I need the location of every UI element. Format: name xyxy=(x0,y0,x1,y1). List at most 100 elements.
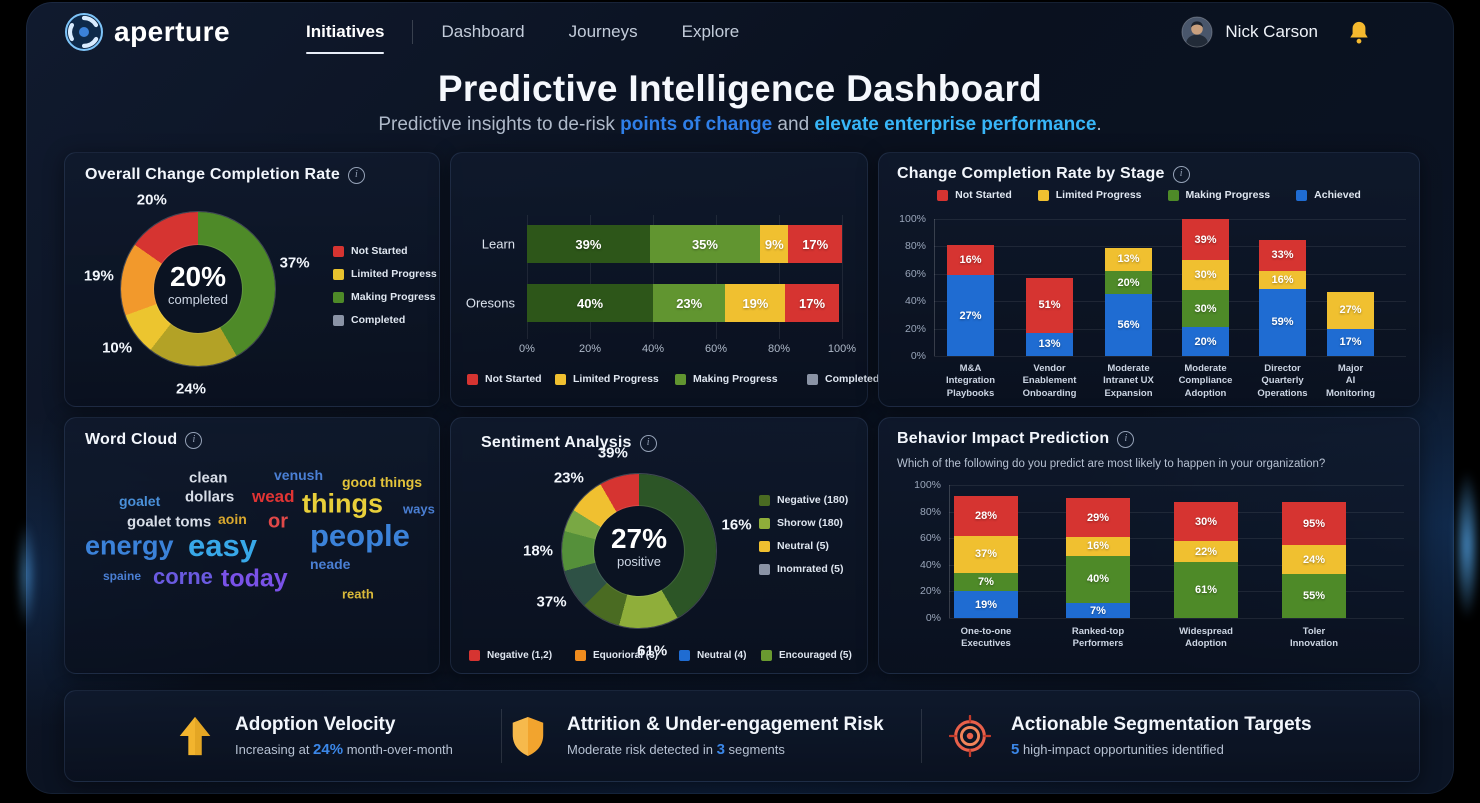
info-icon[interactable] xyxy=(639,434,657,452)
category-line: Quarterly xyxy=(1261,375,1304,387)
legend-label: Negative (1,2) xyxy=(487,650,553,661)
panel-title: Behavior Impact Prediction xyxy=(897,430,1110,447)
bar-segment: 20% xyxy=(1105,271,1152,295)
brand[interactable]: aperture xyxy=(64,12,230,52)
nav-links: Initiatives Dashboard Journeys Explore xyxy=(284,14,761,54)
legend-swatch xyxy=(333,268,344,280)
bar-segment: 95% xyxy=(1282,502,1346,545)
legend-swatch xyxy=(1296,189,1308,201)
kpi-subtext-segment: segments xyxy=(724,742,785,757)
category-label: Ranked-top Performers xyxy=(1072,626,1124,651)
nav-item-explore[interactable]: Explore xyxy=(682,14,740,50)
kpi-highlight-value: 5 xyxy=(1011,741,1020,758)
stacked-bar: 39% 35% 9% 17% xyxy=(527,225,842,263)
user-name: Nick Carson xyxy=(1225,22,1318,41)
kpi-highlight-value: 24% xyxy=(313,741,344,758)
stacked-bar: 29% 16% 40% 7% xyxy=(1066,485,1130,618)
legend-item: Completed xyxy=(333,314,437,326)
category-line: Toler xyxy=(1302,626,1326,637)
y-axis-label: 20% xyxy=(904,322,926,335)
legend-swatch xyxy=(761,650,772,661)
legend-item: Neutral (4) xyxy=(679,650,746,661)
legend-label: Limited Progress xyxy=(1055,189,1142,201)
bar-segment: 27% xyxy=(947,275,994,356)
panel-word-cloud: Word Cloud clean venush good things goalet d… xyxy=(64,417,440,674)
word-cloud-word: dollars xyxy=(185,488,235,506)
category-label: M&A Integration Playbooks xyxy=(946,363,995,400)
bar-segment: 17% xyxy=(788,225,842,263)
info-icon[interactable] xyxy=(347,166,365,184)
stacked-bar: 16% 27% xyxy=(947,219,994,356)
bar-segment: 40% xyxy=(527,284,653,322)
panel-initiatives-bars: 0% 20% 40% 60% 80% 100% Learn 39% 35% 9% 17% Oreson… xyxy=(450,152,879,407)
legend-label: Making Progress xyxy=(351,291,436,303)
shield-icon xyxy=(512,717,544,756)
nav-item-journeys[interactable]: Journeys xyxy=(569,14,638,50)
bar-segment: 29% xyxy=(1066,498,1130,537)
bell-icon[interactable] xyxy=(1348,20,1370,44)
legend-label: Equorioral (3) xyxy=(593,650,659,661)
legend-label: Making Progress xyxy=(1185,189,1271,201)
legend-item: Making Progress xyxy=(333,291,437,303)
donut-segment-label: 16% xyxy=(721,516,752,534)
nav-item-label: Initiatives xyxy=(306,22,385,41)
stacked-bar: 51% 13% xyxy=(1026,219,1073,356)
category-label: Director Quarterly Operations xyxy=(1257,363,1307,400)
legend-item: Inomrated (5) xyxy=(759,563,848,575)
nav-item-dashboard[interactable]: Dashboard xyxy=(441,14,524,50)
y-axis-label: 100% xyxy=(899,213,926,225)
bar-segment: 19% xyxy=(954,591,1018,618)
y-axis-label: 80% xyxy=(919,505,941,518)
donut-segment-label: 37% xyxy=(536,593,567,610)
donut-hole xyxy=(154,245,242,333)
bar-segment: 51% xyxy=(1026,277,1073,333)
legend-label: Inomrated (5) xyxy=(777,563,844,575)
category-line: Innovation xyxy=(1289,638,1339,650)
kpi-footer: Adoption Velocity Increasing at 24% mont… xyxy=(64,690,1420,782)
panel-title: Change Completion Rate by Stage xyxy=(897,165,1165,182)
by-stage-stacked-chart: 100% 80% 60% 40% 20% 0% 16% 27% M&A Integration Pl… xyxy=(879,153,1419,406)
x-axis-label: 60% xyxy=(704,343,728,355)
legend-item: Encouraged (5) xyxy=(761,650,852,661)
nav-item-initiatives[interactable]: Initiatives xyxy=(306,14,385,54)
info-icon[interactable] xyxy=(1117,430,1135,448)
y-axis-label: 40% xyxy=(919,558,941,571)
legend-label: Completed xyxy=(825,373,880,385)
legend-swatch xyxy=(759,563,770,575)
category-line: Compliance xyxy=(1178,375,1233,387)
row-label: Oresons xyxy=(465,295,515,311)
legend-item: Not Started xyxy=(333,245,437,257)
legend-label: Completed xyxy=(351,314,406,326)
word-cloud-word: easy xyxy=(188,528,257,563)
subtitle-segment: points of change xyxy=(620,114,773,135)
bar-segment: 33% xyxy=(1259,239,1306,272)
bar-segment: 55% xyxy=(1282,574,1346,618)
legend-item: Limited Progress xyxy=(555,373,659,385)
donut-segment-label: 18% xyxy=(522,542,554,560)
kpi-title: Adoption Velocity xyxy=(235,714,396,735)
legend-swatch xyxy=(679,650,690,661)
overall-completion-legend: Not Started Limited Progress Making Progre… xyxy=(333,245,437,326)
user-area: Nick Carson xyxy=(1181,16,1370,48)
category-line: Onboarding xyxy=(1022,387,1077,399)
gridline xyxy=(934,301,1406,303)
y-axis-label: 0% xyxy=(910,350,926,362)
category-label: Major AI Monitoring xyxy=(1326,363,1375,400)
word-cloud-word: aoin xyxy=(218,511,247,527)
word-cloud-word: reath xyxy=(342,586,374,602)
info-icon[interactable] xyxy=(185,431,203,449)
word-cloud-word: wead xyxy=(252,487,295,506)
category-line: Ranked-top xyxy=(1071,626,1125,637)
donut-segment-label: 39% xyxy=(597,444,628,462)
word-cloud-word: goalet xyxy=(119,493,161,509)
bar-segment: 59% xyxy=(1259,288,1306,356)
legend-label: Neutral (4) xyxy=(697,650,747,661)
donut-center-value: 20% xyxy=(169,261,227,292)
info-icon[interactable] xyxy=(1172,165,1190,183)
user-avatar[interactable] xyxy=(1181,16,1213,48)
panel-overall-completion: Overall Change Completion Rate 20%comple… xyxy=(64,152,440,407)
bar-segment: 20% xyxy=(1182,327,1229,356)
bar-segment: 24% xyxy=(1282,544,1346,575)
category-label: Widespread Adoption xyxy=(1179,626,1233,651)
bar-segment: 56% xyxy=(1105,294,1152,356)
